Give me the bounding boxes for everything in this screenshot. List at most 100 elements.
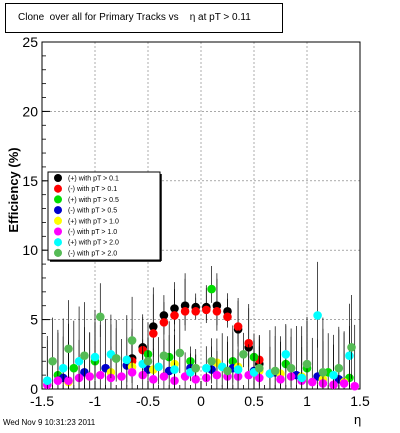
data-point: [191, 306, 200, 316]
data-point: [64, 344, 73, 354]
legend-marker: [54, 174, 62, 182]
data-point: [207, 356, 216, 366]
data-point: [254, 363, 264, 373]
y-tick-label: 20: [22, 103, 38, 119]
data-point: [111, 354, 121, 363]
data-point: [223, 366, 232, 376]
data-point: [180, 306, 190, 316]
data-point: [191, 363, 200, 373]
data-point: [149, 329, 158, 338]
x-tick-label: 0: [197, 393, 205, 409]
data-point: [159, 318, 169, 327]
y-tick-label: 25: [22, 34, 38, 50]
series-6: [43, 323, 360, 391]
x-tick-label: -1: [89, 393, 102, 409]
data-point: [96, 312, 105, 322]
data-point: [339, 379, 349, 388]
legend-label: (-) with pT > 0.1: [68, 186, 117, 193]
data-point: [53, 376, 63, 385]
data-point: [149, 374, 158, 384]
legend-label: (-) with pT > 0.5: [68, 208, 117, 215]
data-point: [313, 311, 322, 320]
data-point: [233, 322, 243, 331]
data-point: [212, 370, 222, 380]
data-point: [297, 373, 307, 383]
data-point: [64, 376, 73, 385]
data-point: [207, 284, 216, 294]
legend-marker: [54, 227, 62, 236]
data-point: [122, 355, 132, 365]
legend-label: (+) with pT > 2.0: [68, 240, 119, 247]
data-point: [96, 370, 105, 380]
legend-label: (-) with pT > 1.0: [68, 229, 117, 236]
data-point: [48, 356, 57, 366]
data-point: [318, 368, 328, 377]
x-tick-label: 1: [303, 393, 311, 409]
data-point: [159, 372, 169, 381]
series-8: [48, 283, 356, 389]
data-point: [345, 351, 354, 360]
legend-box: [47, 171, 161, 261]
data-point: [223, 312, 232, 322]
x-tick-label: 1.5: [350, 393, 370, 409]
y-tick-label: 15: [22, 173, 38, 189]
data-point: [170, 311, 179, 320]
axes: -1.5 -1 -0.5 0 0.5 1 1.5 0 5 10 15 20 25: [22, 34, 370, 409]
data-point: [233, 365, 243, 374]
data-points: [43, 261, 360, 391]
data-point: [80, 351, 89, 360]
data-point: [58, 363, 68, 373]
legend-marker: [54, 238, 62, 247]
data-point: [85, 372, 94, 381]
y-tick-label: 10: [22, 242, 38, 258]
data-point: [127, 336, 137, 345]
legend-marker: [54, 195, 62, 204]
data-point: [212, 306, 222, 316]
data-point: [329, 370, 338, 380]
data-point: [276, 374, 285, 384]
data-point: [286, 363, 296, 373]
x-tick-label: 0.5: [244, 393, 264, 409]
y-axis-label: Efficiency (%): [6, 147, 21, 232]
legend-label: (+) with pT > 1.0: [68, 218, 119, 225]
legend-marker: [54, 216, 62, 225]
x-tick-label: -1.5: [30, 393, 54, 409]
data-point: [127, 368, 137, 377]
data-point: [159, 351, 169, 360]
data-point: [43, 376, 52, 385]
legend-label: (+) with pT > 0.5: [68, 197, 119, 204]
legend-label: (-) with pT > 2.0: [68, 250, 117, 257]
chart-title: Clone over all for Primary Tracks vs η a…: [5, 3, 283, 33]
legend-marker: [54, 206, 62, 215]
data-point: [202, 305, 211, 315]
data-point: [350, 381, 360, 391]
data-point: [334, 363, 344, 373]
legend-marker: [54, 248, 62, 257]
data-point: [69, 363, 79, 373]
data-point: [202, 363, 211, 373]
data-point: [74, 356, 84, 366]
data-point: [90, 352, 100, 362]
data-point: [143, 356, 153, 366]
data-point: [175, 348, 185, 358]
data-point: [308, 377, 317, 387]
data-point: [281, 350, 291, 359]
data-point: [191, 374, 200, 384]
data-point: [154, 362, 163, 372]
data-point: [117, 372, 126, 381]
data-point: [170, 365, 179, 374]
data-point: [239, 350, 248, 359]
data-point: [302, 359, 312, 369]
timestamp-footer: Wed Nov 9 10:31:23 2011: [3, 418, 96, 427]
legend-label: (+) with pT > 0.1: [68, 176, 119, 183]
x-tick-label: -0.5: [136, 393, 160, 409]
data-point: [347, 343, 356, 352]
x-axis-label: η: [354, 412, 361, 427]
legend-marker: [54, 184, 62, 193]
y-tick-label: 0: [30, 381, 38, 397]
y-tick-label: 5: [30, 312, 38, 328]
data-point: [270, 366, 280, 376]
data-point: [244, 338, 253, 348]
legend: (+) with pT > 0.1 (-) with pT > 0.1 (+) wi…: [47, 171, 162, 262]
